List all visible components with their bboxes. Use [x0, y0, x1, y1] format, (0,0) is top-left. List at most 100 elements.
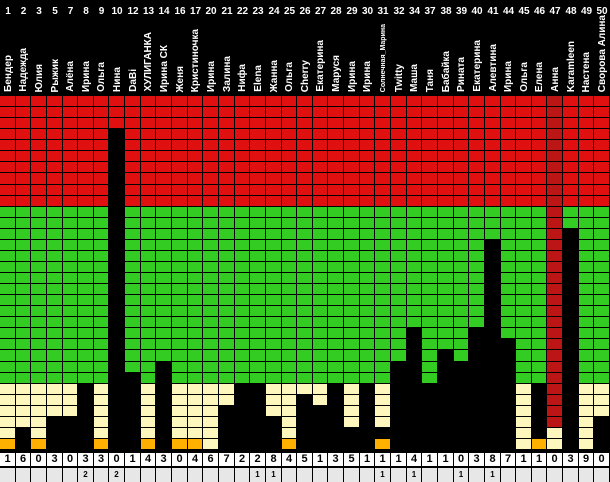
- level-cell: [63, 384, 77, 394]
- level-cell: [485, 129, 500, 139]
- level-cell: [203, 328, 218, 338]
- level-cell: [375, 295, 390, 305]
- level-cell: [532, 295, 546, 305]
- level-cell: [547, 173, 562, 184]
- level-cell: [109, 284, 124, 294]
- participant-name-text: Ольга: [518, 62, 530, 92]
- level-cell: [47, 373, 62, 383]
- level-cell: [282, 173, 296, 184]
- level-cell: [282, 240, 296, 250]
- level-cell: [344, 339, 359, 349]
- level-cell: [297, 107, 312, 117]
- level-cell: [532, 362, 546, 372]
- level-cell: [78, 417, 93, 427]
- level-cell: [454, 162, 468, 172]
- level-cell: [516, 207, 531, 217]
- level-cell: [375, 96, 390, 106]
- level-cell: [94, 173, 108, 184]
- score-cell: 2: [250, 453, 265, 466]
- level-cell: [16, 240, 30, 250]
- level-cell: [47, 295, 62, 305]
- level-cell: [422, 362, 437, 372]
- level-cell: [125, 273, 140, 283]
- level-cell: [438, 439, 453, 449]
- level-cell: [125, 428, 140, 438]
- level-cell: [156, 185, 171, 195]
- level-cell: [594, 373, 609, 383]
- level-cell: [469, 229, 484, 239]
- level-cell: [422, 262, 437, 272]
- level-cell: [485, 218, 500, 228]
- level-cell: [579, 185, 593, 195]
- level-cell: [188, 173, 202, 184]
- level-cell: [438, 395, 453, 405]
- level-cell: [78, 395, 93, 405]
- level-cell: [454, 350, 468, 361]
- level-cell: [422, 96, 437, 106]
- level-cell: [16, 118, 30, 128]
- level-cell: [203, 284, 218, 294]
- level-cell: [375, 262, 390, 272]
- level-cell: [31, 96, 46, 106]
- level-cell: [78, 218, 93, 228]
- level-cell: [141, 306, 155, 316]
- level-cell: [282, 196, 296, 206]
- level-cell: [360, 317, 374, 327]
- level-cell: [594, 273, 609, 283]
- extra-cell: [297, 468, 312, 482]
- level-cell: [501, 229, 515, 239]
- level-cell: [454, 428, 468, 438]
- level-cell: [375, 373, 390, 383]
- level-cell: [438, 151, 453, 161]
- score-cell: 1: [532, 453, 546, 466]
- level-cell: [407, 306, 421, 316]
- level-cell: [344, 240, 359, 250]
- level-cell: [47, 395, 62, 405]
- level-cell: [250, 306, 265, 316]
- level-cell: [63, 273, 77, 283]
- level-cell: [156, 151, 171, 161]
- level-cell: [0, 395, 15, 405]
- level-cell: [109, 262, 124, 272]
- level-cell: [63, 328, 77, 338]
- level-cell: [422, 439, 437, 449]
- level-cell: [219, 406, 234, 416]
- level-cell: [78, 439, 93, 449]
- level-cell: [266, 417, 281, 427]
- level-cell: [266, 328, 281, 338]
- level-cell: [125, 129, 140, 139]
- level-cell: [78, 185, 93, 195]
- level-cell: [78, 273, 93, 283]
- level-cell: [360, 218, 374, 228]
- level-cell: [109, 151, 124, 161]
- participant-name: Екатерина: [313, 28, 328, 92]
- level-cell: [188, 395, 202, 405]
- level-cell: [141, 350, 155, 361]
- level-cell: [297, 240, 312, 250]
- level-cell: [203, 273, 218, 283]
- level-cell: [125, 350, 140, 361]
- score-cell: 4: [188, 453, 202, 466]
- level-cell: [109, 229, 124, 239]
- level-cell: [438, 118, 453, 128]
- level-cell: [250, 129, 265, 139]
- level-cell: [16, 129, 30, 139]
- level-cell: [125, 196, 140, 206]
- level-cell: [250, 317, 265, 327]
- level-cell: [469, 118, 484, 128]
- participant-name-text: Ольга: [284, 62, 295, 92]
- level-cell: [156, 129, 171, 139]
- level-cell: [485, 350, 500, 361]
- level-cell: [328, 140, 343, 150]
- level-cell: [109, 140, 124, 150]
- level-cell: [235, 384, 249, 394]
- level-cell: [547, 185, 562, 195]
- level-cell: [266, 162, 281, 172]
- level-cell: [360, 107, 374, 117]
- level-cell: [125, 218, 140, 228]
- level-cell: [469, 162, 484, 172]
- level-cell: [501, 207, 515, 217]
- level-cell: [250, 151, 265, 161]
- level-cell: [94, 317, 108, 327]
- level-cell: [516, 129, 531, 139]
